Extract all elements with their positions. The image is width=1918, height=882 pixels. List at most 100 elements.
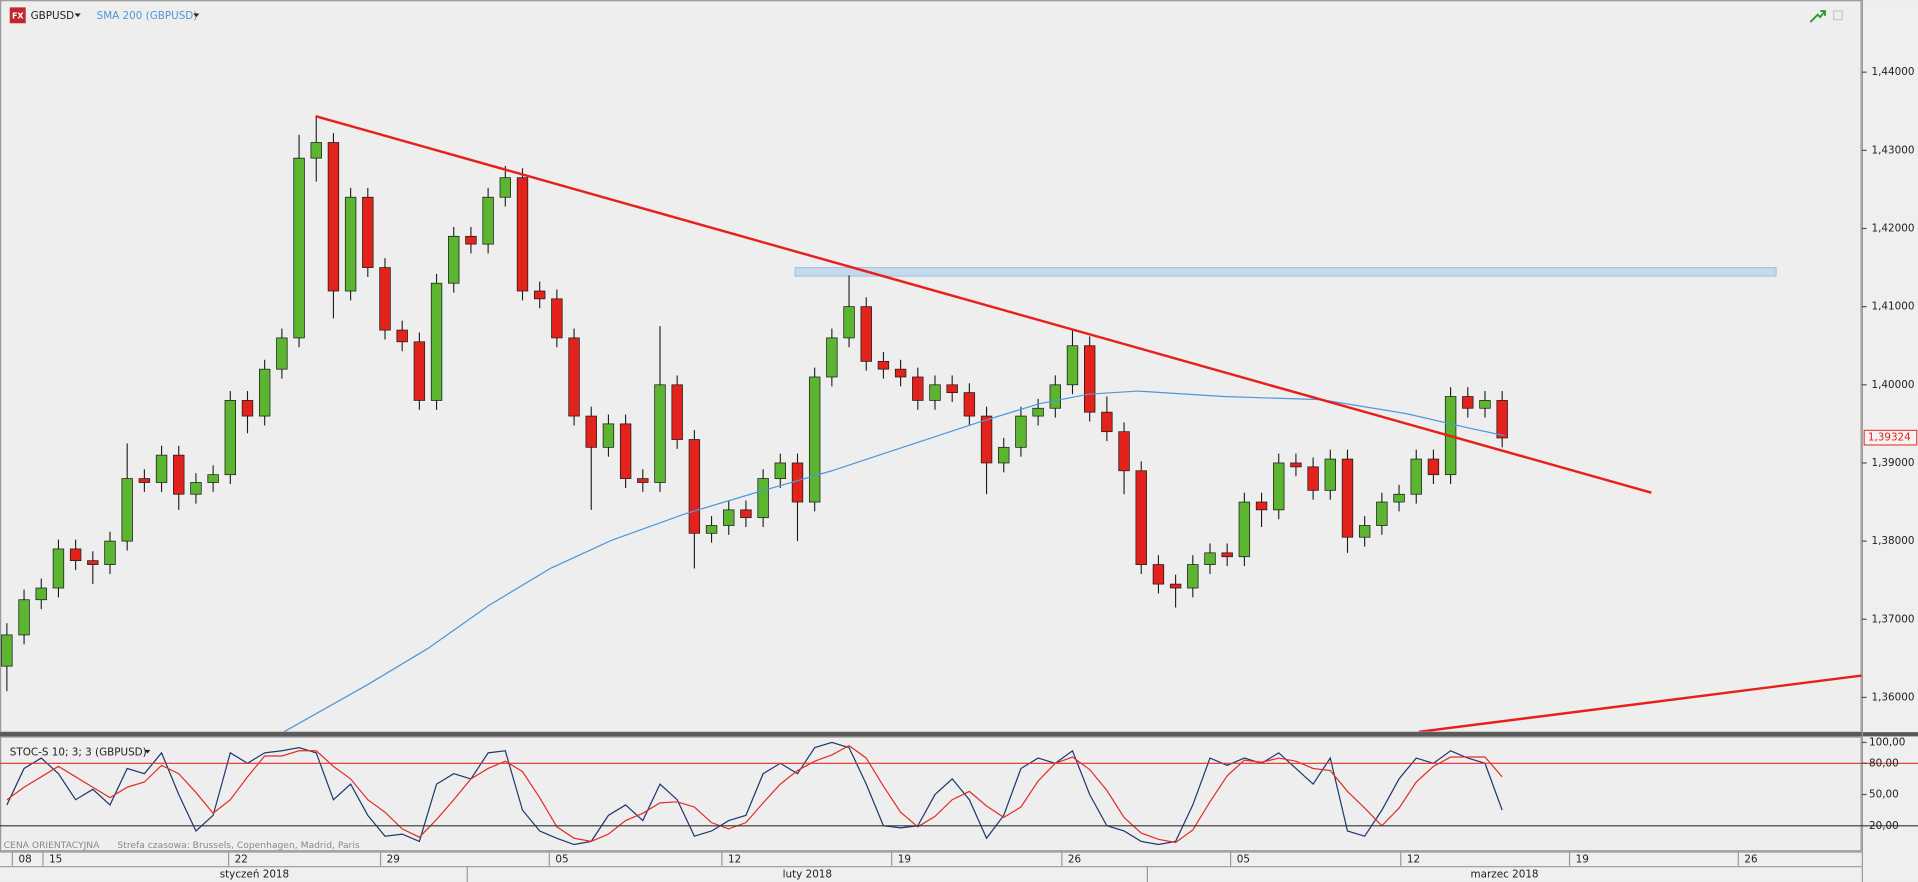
candle-body xyxy=(276,337,288,370)
candle-body xyxy=(1307,466,1319,491)
candle-body xyxy=(224,400,237,476)
candle-body xyxy=(860,306,872,362)
y-tick-label: 1,37000 xyxy=(1872,613,1915,625)
candle-body xyxy=(155,454,168,483)
candle-body xyxy=(1204,552,1216,565)
candle-body xyxy=(877,360,890,370)
candle-body xyxy=(1049,384,1061,409)
candle-body xyxy=(413,341,426,401)
candle-body xyxy=(344,196,357,292)
dropdown-arrow[interactable] xyxy=(144,749,151,754)
candle-body xyxy=(551,298,563,339)
candle-body xyxy=(1255,501,1268,511)
plot-area xyxy=(6,741,1503,846)
candle-body xyxy=(1032,407,1044,417)
candle-body xyxy=(448,235,460,284)
candle-body xyxy=(723,509,735,526)
dropdown-arrow[interactable] xyxy=(193,13,200,18)
candle-body xyxy=(963,392,976,417)
panel-separator xyxy=(0,732,1918,737)
zone xyxy=(794,267,1777,277)
last-price-label: 1,39324 xyxy=(1868,432,1911,444)
candle-body xyxy=(757,478,769,519)
fx-icon-text: FX xyxy=(12,11,24,20)
dropdown-arrow[interactable] xyxy=(74,13,81,18)
last-price-box xyxy=(1863,429,1918,446)
y-tick-label: 1,43000 xyxy=(1872,144,1915,156)
x-tick-label: 29 xyxy=(387,853,400,865)
candle-body xyxy=(310,142,322,159)
candle-body xyxy=(69,548,82,562)
candle-body xyxy=(104,540,116,565)
stochastic-line xyxy=(6,744,1503,844)
candle-body xyxy=(912,376,924,401)
y-tick-label: 1,39000 xyxy=(1872,457,1915,469)
window-icon[interactable] xyxy=(1832,10,1843,21)
x-tick-label: 12 xyxy=(728,853,741,865)
candle-body xyxy=(774,462,787,479)
candle-body xyxy=(946,384,958,393)
candle-body xyxy=(516,177,529,292)
candle-body xyxy=(1273,462,1285,511)
candle-body xyxy=(533,290,546,300)
candle-body xyxy=(207,474,219,483)
y-tick-label: 1,36000 xyxy=(1872,691,1915,703)
y-tick-label: 80,00 xyxy=(1869,757,1899,769)
timezone: Strefa czasowa: Brussels, Copenhagen, Ma… xyxy=(117,840,359,851)
y-tick-label: 1,40000 xyxy=(1872,379,1915,391)
x-tick-label: 05 xyxy=(555,853,568,865)
chart-type-icon[interactable] xyxy=(1809,10,1826,23)
candle-body xyxy=(1066,345,1079,386)
candle-body xyxy=(602,423,615,448)
candle-body xyxy=(362,196,374,268)
candle-body xyxy=(998,446,1010,464)
candle-body xyxy=(1135,470,1147,565)
x-tick-label: 15 xyxy=(49,853,62,865)
candle-body xyxy=(808,376,821,503)
candle-body xyxy=(1238,501,1251,558)
candle-body xyxy=(585,415,597,448)
indicator-label[interactable]: STOC-S 10; 3; 3 (GBPUSD) xyxy=(10,746,147,758)
candle-body xyxy=(1118,431,1130,472)
y-tick-label: 1,44000 xyxy=(1872,66,1915,78)
candle-body xyxy=(482,196,494,245)
candle-body xyxy=(1187,564,1199,589)
candle-body xyxy=(87,560,99,565)
x-tick-label: 12 xyxy=(1407,853,1420,865)
candle-body xyxy=(568,337,580,417)
price-type: CENA ORIENTACYJNA xyxy=(4,840,100,851)
candle-body xyxy=(1376,501,1388,526)
candle-body xyxy=(671,384,683,440)
candle-body xyxy=(688,439,701,534)
candle-body xyxy=(430,282,443,401)
candle-body xyxy=(654,384,666,483)
candle-body xyxy=(18,599,30,636)
candle-body xyxy=(705,525,718,534)
candle-body xyxy=(190,482,202,495)
candle-body xyxy=(1410,458,1422,495)
symbol-label[interactable]: GBPUSD xyxy=(31,10,75,22)
candle-body xyxy=(293,157,305,339)
candle-body xyxy=(929,384,941,401)
candle-body xyxy=(791,462,804,503)
candle-body xyxy=(1169,583,1182,589)
candle-body xyxy=(258,368,271,417)
candle-body xyxy=(1324,458,1336,491)
plot-area xyxy=(1,114,1862,732)
candle-body xyxy=(1341,458,1354,538)
trendline xyxy=(1418,674,1862,732)
candle-body xyxy=(1462,396,1474,409)
y-tick-label: 1,38000 xyxy=(1872,535,1915,547)
fx-icon xyxy=(9,7,26,24)
candle-body xyxy=(52,548,65,589)
candle-body xyxy=(1496,400,1508,439)
x-tick-label: 08 xyxy=(18,853,31,865)
stochastic-panel xyxy=(0,736,1862,852)
candle-body xyxy=(138,478,151,483)
candle-body xyxy=(826,337,838,378)
x-tick-label: 19 xyxy=(898,853,911,865)
indicator-label[interactable]: SMA 200 (GBPUSD) xyxy=(97,10,198,22)
x-tick-label: 19 xyxy=(1576,853,1589,865)
